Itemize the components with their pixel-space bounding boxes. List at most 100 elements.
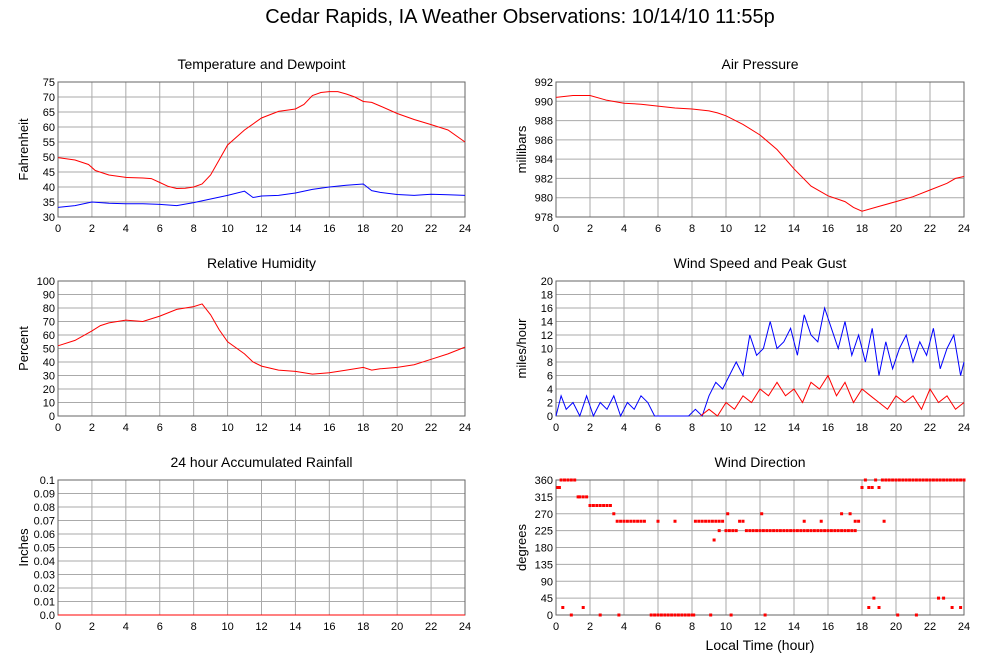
series-line <box>57 303 466 375</box>
scatter-point <box>816 529 820 533</box>
scatter-point <box>673 613 677 617</box>
scatter-point <box>950 606 954 609</box>
y-tick-label: 65 <box>43 107 55 119</box>
scatter-point <box>666 613 670 617</box>
scatter-point <box>911 478 915 482</box>
scatter-point <box>707 519 711 523</box>
scatter-point <box>857 519 861 523</box>
scatter-point <box>595 504 599 507</box>
panel-wind-speed: 0 2 4 6 8 10 12 14 16 18 20 22 2402468101214161820Wi… <box>514 255 970 434</box>
scatter-point <box>763 613 767 617</box>
y-tick-label: 16 <box>541 303 553 315</box>
plot-frame <box>57 81 466 218</box>
scatter-point <box>880 478 884 482</box>
x-tick-label: 18 <box>357 422 369 434</box>
scatter-point <box>559 478 563 482</box>
x-tick-label: 8 <box>191 422 197 434</box>
x-tick-label: 4 <box>621 621 627 633</box>
x-tick-label: 0 <box>55 422 61 434</box>
x-tick-label: 14 <box>788 621 800 633</box>
y-tick-label: 90 <box>43 290 55 302</box>
scatter-point <box>619 519 623 523</box>
y-tick-label: 30 <box>43 371 55 383</box>
scatter-point <box>761 529 765 533</box>
scatter-point <box>581 495 585 499</box>
scatter-point <box>768 529 772 533</box>
scatter-point <box>622 519 626 523</box>
x-tick-label: 12 <box>255 223 267 235</box>
x-tick-label: 0 <box>55 223 61 235</box>
scatter-point <box>896 613 900 617</box>
x-tick-label: 2 <box>587 223 593 235</box>
y-tick-label: 60 <box>43 330 55 342</box>
scatter-point <box>566 478 570 482</box>
chart-title: 24 hour Accumulated Rainfall <box>170 454 352 470</box>
scatter-point <box>642 519 646 523</box>
y-tick-label: 0.05 <box>34 543 55 555</box>
y-tick-label: 978 <box>535 212 553 224</box>
scatter-point <box>867 486 871 489</box>
y-tick-label: 90 <box>541 576 553 588</box>
scatter-point <box>897 478 901 482</box>
scatter-point <box>700 519 704 523</box>
scatter-point <box>891 478 895 482</box>
y-axis-label: miles/hour <box>514 318 529 379</box>
scatter-point <box>789 529 793 533</box>
x-tick-label: 24 <box>459 223 471 235</box>
x-tick-label: 20 <box>391 223 403 235</box>
scatter-point <box>692 613 696 617</box>
x-tick-label: 6 <box>655 621 661 633</box>
y-tick-label: 0 <box>547 411 553 423</box>
y-tick-label: 6 <box>547 371 553 383</box>
x-tick-label: 8 <box>191 223 197 235</box>
y-tick-label: 0.04 <box>34 556 55 568</box>
scatter-point <box>569 613 573 617</box>
scatter-point <box>772 529 776 533</box>
scatter-point <box>829 529 833 533</box>
y-tick-label: 35 <box>43 197 55 209</box>
y-tick-label: 14 <box>541 317 553 329</box>
scatter-point <box>945 478 949 482</box>
y-tick-label: 0.09 <box>34 489 55 501</box>
panel-pressure: 0 2 4 6 8 10 12 14 16 18 20 22 249789809829849869889… <box>514 56 970 235</box>
scatter-point <box>952 478 956 482</box>
x-tick-label: 16 <box>323 422 335 434</box>
x-tick-label: 16 <box>822 621 834 633</box>
scatter-point <box>942 596 946 600</box>
scatter-point <box>690 613 694 617</box>
y-tick-label: 2 <box>547 398 553 410</box>
scatter-point <box>751 529 755 533</box>
x-tick-label: 14 <box>788 223 800 235</box>
chart-title: Air Pressure <box>721 56 798 72</box>
y-tick-label: 225 <box>535 526 553 538</box>
scatter-point <box>656 613 660 617</box>
scatter-point <box>602 504 606 507</box>
scatter-point <box>563 478 566 482</box>
scatter-point <box>782 529 786 533</box>
scatter-point <box>726 512 730 516</box>
scatter-point <box>598 613 602 617</box>
scatter-point <box>760 512 764 516</box>
x-tick-label: 8 <box>689 621 695 633</box>
y-tick-label: 992 <box>535 77 553 89</box>
scatter-point <box>673 519 677 523</box>
scatter-point <box>709 613 713 617</box>
scatter-point <box>704 519 708 523</box>
scatter-point <box>819 519 823 523</box>
plot-frame <box>57 280 466 417</box>
x-tick-label: 18 <box>357 223 369 235</box>
y-tick-label: 10 <box>43 398 55 410</box>
y-tick-label: 0.01 <box>34 597 55 609</box>
scatter-point <box>676 613 680 617</box>
scatter-point <box>659 613 663 617</box>
scatter-point <box>863 478 867 482</box>
scatter-point <box>744 529 748 533</box>
scatter-point <box>962 478 966 482</box>
scatter-point <box>806 529 810 533</box>
y-axis-label: degrees <box>514 524 529 571</box>
scatter-point <box>833 529 837 533</box>
scatter-point <box>802 529 806 533</box>
x-tick-label: 4 <box>123 422 129 434</box>
y-tick-label: 30 <box>43 212 55 224</box>
x-tick-label: 10 <box>221 422 233 434</box>
